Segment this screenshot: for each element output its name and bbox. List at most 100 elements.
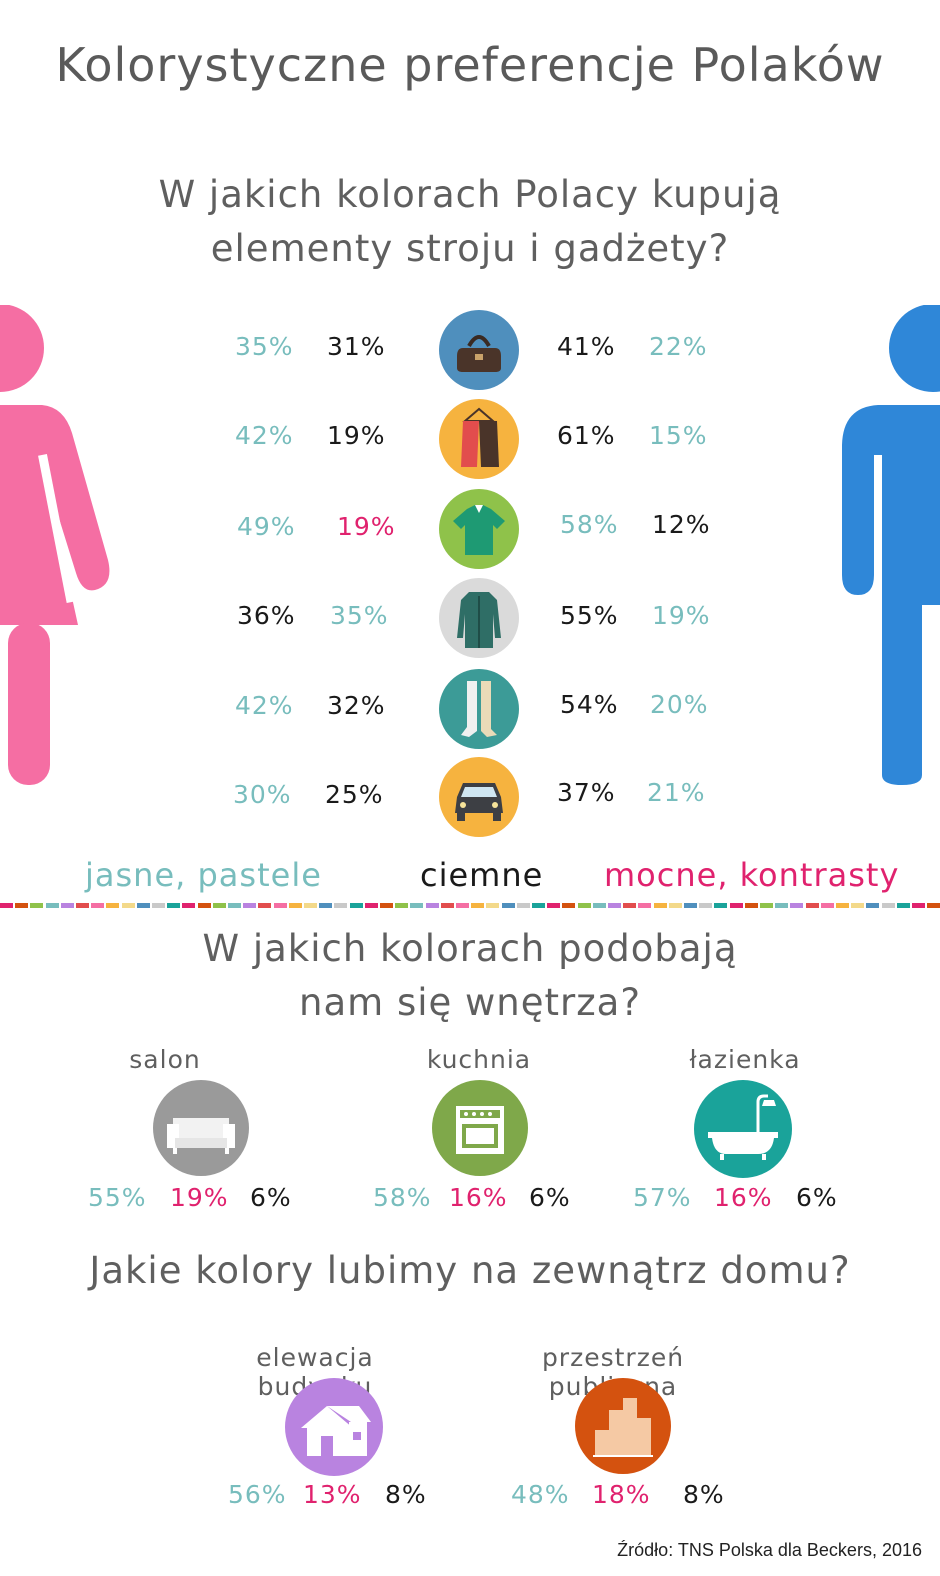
divider-segment <box>501 903 515 908</box>
sofa-icon <box>153 1080 249 1176</box>
man-light-pct: 22% <box>649 332 708 361</box>
legend-dark: ciemne <box>420 856 544 894</box>
przestrzen-light-pct: 48% <box>511 1480 570 1509</box>
divider-segment <box>136 903 150 908</box>
divider-segment <box>638 903 652 908</box>
man-dark-pct: 61% <box>557 421 616 450</box>
divider-segment <box>836 903 849 908</box>
divider-segment <box>744 903 758 908</box>
przestrzen-strong-pct: 18% <box>592 1480 651 1509</box>
stove-icon <box>432 1080 528 1176</box>
divider-segment <box>562 903 576 908</box>
divider-segment <box>881 903 895 908</box>
divider-segment <box>45 903 59 908</box>
jacket-icon <box>439 578 519 658</box>
man-icon <box>842 305 940 785</box>
divider-segment <box>334 903 348 908</box>
divider-segment <box>760 903 773 908</box>
woman-light-pct: 42% <box>235 691 294 720</box>
divider-segment <box>623 903 637 908</box>
divider-segment <box>851 903 865 908</box>
section3-question: Jakie kolory lubimy na zewnątrz domu? <box>89 1249 851 1292</box>
divider-segment <box>380 903 393 908</box>
woman-dark-pct: 36% <box>237 601 296 630</box>
divider-segment <box>288 903 302 908</box>
divider-segment <box>866 903 880 908</box>
divider-segment <box>76 903 89 908</box>
divider-segment <box>349 903 363 908</box>
divider-segment <box>486 903 500 908</box>
man-light-pct: 19% <box>652 601 711 630</box>
man-light-pct: 21% <box>647 778 706 807</box>
elewacja-light-pct: 56% <box>228 1480 287 1509</box>
source-note: Źródło: TNS Polska dla Beckers, 2016 <box>617 1540 922 1560</box>
man-light-pct: 20% <box>650 690 709 719</box>
buildings-icon <box>575 1378 671 1474</box>
divider-segment <box>471 903 485 908</box>
room-label-kuchnia: kuchnia <box>426 1045 532 1074</box>
page-title: Kolorystyczne preferencje Polaków <box>55 38 885 92</box>
divider-segment <box>684 903 697 908</box>
handbag-icon <box>439 310 519 390</box>
divider-segment <box>152 903 165 908</box>
man-dark-pct: 12% <box>652 510 711 539</box>
divider-segment <box>15 903 29 908</box>
divider-segment <box>653 903 667 908</box>
woman-light-pct: 30% <box>233 780 292 809</box>
section2-question-line2: nam się wnętrza? <box>299 981 641 1024</box>
divider-segment <box>440 903 454 908</box>
kuchnia-dark-pct: 6% <box>529 1183 571 1212</box>
man-dark-pct: 55% <box>560 601 619 630</box>
divider-segment <box>608 903 621 908</box>
divider-segment <box>699 903 713 908</box>
room-label-lazienka: łazienka <box>689 1045 801 1074</box>
divider-segment <box>30 903 44 908</box>
color-divider <box>0 903 940 908</box>
woman-strong-pct: 19% <box>337 512 396 541</box>
divider-segment <box>273 903 287 908</box>
divider-segment <box>805 903 819 908</box>
legend-light: jasne, pastele <box>85 856 322 894</box>
divider-segment <box>243 903 257 908</box>
divider-segment <box>714 903 728 908</box>
divider-segment <box>775 903 789 908</box>
divider-segment <box>927 903 940 908</box>
divider-segment <box>516 903 530 908</box>
salon-dark-pct: 6% <box>250 1183 292 1212</box>
divider-segment <box>228 903 241 908</box>
divider-segment <box>182 903 196 908</box>
przestrzen-dark-pct: 8% <box>683 1480 725 1509</box>
kuchnia-strong-pct: 16% <box>449 1183 508 1212</box>
divider-segment <box>668 903 682 908</box>
elewacja-strong-pct: 13% <box>303 1480 362 1509</box>
divider-segment <box>91 903 105 908</box>
divider-segment <box>896 903 910 908</box>
divider-segment <box>425 903 439 908</box>
divider-segment <box>60 903 74 908</box>
kuchnia-light-pct: 58% <box>373 1183 432 1212</box>
divider-segment <box>820 903 834 908</box>
shirt-icon <box>439 489 519 569</box>
divider-segment <box>577 903 591 908</box>
woman-icon <box>0 305 110 785</box>
salon-light-pct: 55% <box>88 1183 147 1212</box>
man-light-pct: 58% <box>560 510 619 539</box>
divider-segment <box>364 903 378 908</box>
divider-segment <box>410 903 424 908</box>
section2-question-line1: W jakich kolorach podobają <box>202 927 738 970</box>
divider-segment <box>547 903 561 908</box>
divider-segment <box>304 903 317 908</box>
divider-segment <box>167 903 181 908</box>
woman-light-pct: 35% <box>235 332 294 361</box>
divider-segment <box>121 903 135 908</box>
lazienka-dark-pct: 6% <box>796 1183 838 1212</box>
divider-segment <box>592 903 606 908</box>
divider-segment <box>912 903 925 908</box>
man-light-pct: 15% <box>649 421 708 450</box>
man-dark-pct: 37% <box>557 778 616 807</box>
woman-dark-pct: 32% <box>327 691 386 720</box>
bathtub-icon <box>694 1080 792 1178</box>
section1-question-line1: W jakich kolorach Polacy kupują <box>158 173 782 216</box>
section1-question-line2: elementy stroju i gadżety? <box>210 227 730 270</box>
divider-segment <box>729 903 743 908</box>
